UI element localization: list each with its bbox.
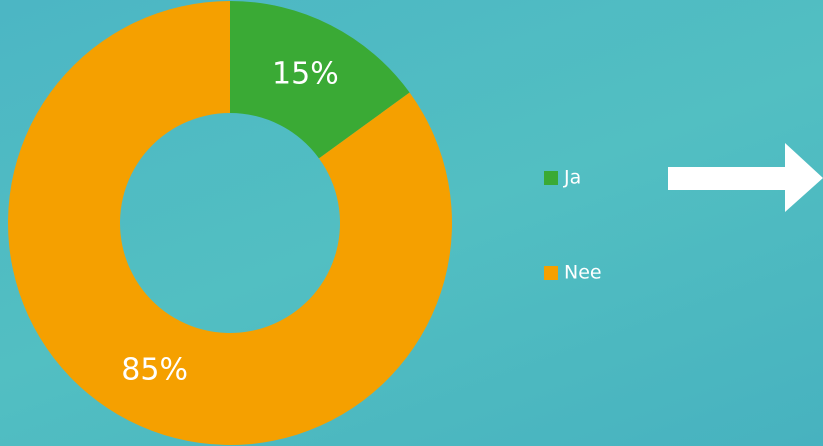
arrow (668, 143, 823, 212)
slice (230, 1, 410, 159)
legend-swatch (544, 171, 558, 185)
legend-swatch (544, 266, 558, 280)
legend-label: Ja (563, 167, 581, 189)
value-label: 15% (272, 57, 339, 92)
legend-label: Nee (564, 262, 602, 284)
slice (8, 1, 453, 446)
value-label: 85% (121, 352, 188, 387)
